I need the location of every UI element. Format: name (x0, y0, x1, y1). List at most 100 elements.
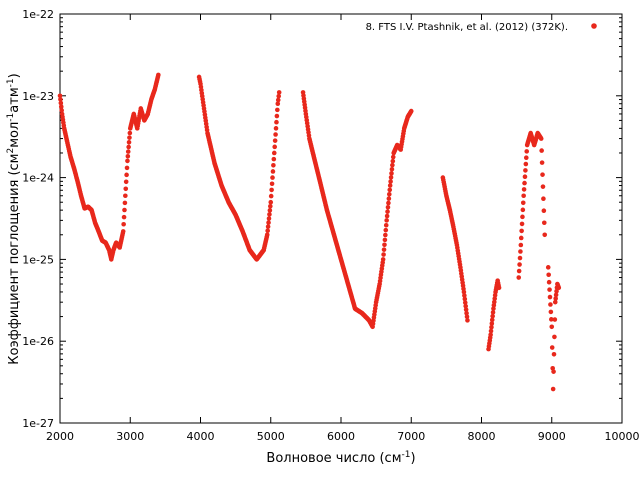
y-tick-label: 1e-25 (22, 253, 54, 266)
data-point (268, 199, 274, 205)
data-point (126, 144, 131, 150)
data-point (520, 200, 526, 206)
data-point (488, 332, 493, 338)
data-point (462, 296, 468, 302)
data-point (271, 150, 277, 156)
data-point (542, 232, 548, 238)
y-tick-label: 1e-26 (22, 335, 54, 348)
data-point (549, 317, 554, 322)
data-point (58, 104, 64, 109)
data-point (126, 140, 132, 145)
data-point (521, 187, 527, 192)
data-point (539, 160, 545, 165)
data-point (523, 161, 529, 167)
data-point (122, 200, 128, 206)
data-point (518, 235, 524, 241)
data-point (386, 200, 391, 206)
data-point (491, 299, 497, 305)
data-point (523, 155, 529, 161)
data-point (268, 193, 274, 199)
data-point (387, 183, 393, 188)
data-point (390, 158, 396, 164)
data-point (463, 303, 468, 309)
data-point (491, 303, 497, 308)
data-point (270, 175, 275, 180)
data-point (127, 130, 133, 136)
legend-marker (591, 23, 597, 29)
data-point (267, 212, 272, 217)
data-point (58, 100, 64, 106)
data-point (275, 97, 281, 103)
data-point (550, 386, 556, 392)
data-point (381, 252, 386, 257)
x-tick-label: 10000 (605, 430, 640, 443)
data-point (265, 228, 270, 234)
y-axis-title-text: Коэффициент поглощения (см (7, 154, 22, 365)
data-point (462, 300, 468, 305)
data-point (272, 144, 278, 150)
data-point (492, 292, 498, 298)
data-point (522, 180, 527, 186)
data-point (388, 175, 394, 180)
data-point (463, 307, 469, 312)
data-point (276, 90, 282, 95)
y-axis-title: Коэффициент поглощения (см2мол-1атм-1) (6, 73, 22, 364)
data-point (274, 113, 280, 119)
data-point (270, 169, 276, 174)
data-point (276, 93, 282, 99)
data-point (386, 196, 392, 201)
data-point (548, 302, 553, 307)
data-point (387, 187, 393, 193)
x-axis-title: Волновое число (см-1) (266, 450, 415, 466)
y-axis: 1e-27 1e-26 1e-25 1e-24 1e-23 1e-22 (22, 8, 622, 430)
data-point (547, 294, 553, 300)
x-tick-label: 8000 (468, 430, 496, 443)
data-point (464, 314, 470, 320)
data-point (389, 171, 394, 176)
data-point (386, 191, 392, 197)
data-point (549, 324, 555, 330)
data-point (383, 227, 389, 233)
data-point (524, 149, 530, 154)
data-point (408, 108, 414, 114)
data-point (121, 221, 126, 227)
data-point (461, 289, 467, 295)
data-point (553, 296, 558, 301)
data-point (127, 135, 132, 140)
data-point (540, 184, 546, 189)
data-point (492, 296, 498, 301)
data-point (125, 149, 131, 154)
data-point (120, 229, 126, 234)
data-point (268, 203, 273, 209)
data-point (541, 208, 547, 214)
data-point (121, 214, 127, 220)
data-point (382, 242, 387, 248)
data-point (553, 292, 559, 298)
data-point (57, 93, 63, 99)
data-point (491, 306, 496, 311)
y-axis-title-sup-3: -1 (6, 78, 16, 87)
data-point (385, 209, 390, 214)
data-point (554, 288, 559, 294)
data-point (556, 285, 562, 291)
x-tick-label: 6000 (327, 430, 355, 443)
data-point (267, 208, 273, 213)
data-point (381, 247, 387, 252)
data-point (272, 138, 278, 143)
data-point (518, 249, 523, 254)
data-point (489, 321, 495, 326)
x-tick-label: 9000 (538, 430, 566, 443)
y-tick-label: 1e-24 (22, 172, 54, 185)
data-point (552, 334, 557, 340)
data-point (271, 162, 276, 168)
data-point (538, 136, 544, 141)
y-axis-title-mid-2: атм (7, 87, 22, 112)
data-point (516, 275, 522, 280)
data-point (273, 126, 279, 131)
y-tick-label: 1e-27 (22, 417, 54, 430)
data-point (540, 172, 545, 177)
x-tick-label: 3000 (116, 430, 144, 443)
data-point (517, 255, 523, 261)
data-point (269, 187, 274, 193)
